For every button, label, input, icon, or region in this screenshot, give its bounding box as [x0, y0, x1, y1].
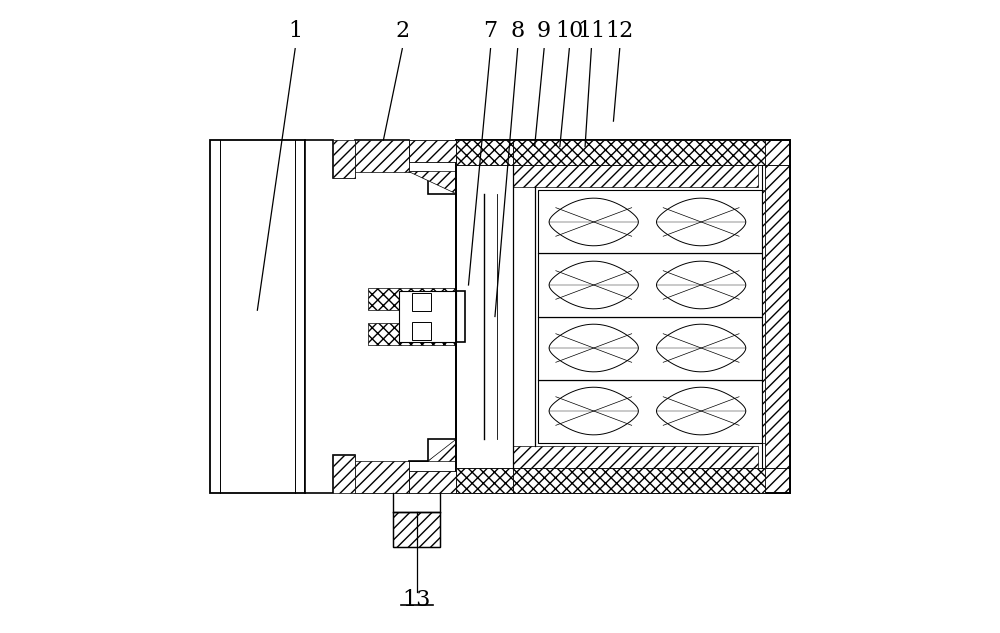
Bar: [412, 292, 431, 311]
Bar: [393, 512, 440, 546]
Bar: [399, 291, 456, 342]
Bar: [513, 140, 765, 165]
Bar: [765, 165, 790, 468]
Bar: [393, 512, 440, 546]
Bar: [333, 140, 355, 178]
Bar: [333, 455, 355, 493]
Bar: [355, 461, 409, 493]
Bar: [368, 288, 456, 310]
Bar: [538, 380, 762, 442]
Bar: [456, 468, 513, 493]
Text: 9: 9: [537, 20, 551, 42]
Text: 10: 10: [555, 20, 584, 42]
Text: 13: 13: [403, 589, 431, 611]
Text: 7: 7: [483, 20, 498, 42]
Bar: [412, 322, 431, 341]
Bar: [538, 191, 762, 253]
Polygon shape: [409, 172, 456, 194]
Bar: [456, 140, 513, 165]
Text: 12: 12: [606, 20, 634, 42]
Bar: [513, 165, 758, 187]
Bar: [409, 471, 456, 493]
Polygon shape: [549, 198, 638, 246]
Polygon shape: [657, 198, 746, 246]
Bar: [210, 140, 305, 493]
Polygon shape: [657, 324, 746, 372]
Bar: [456, 140, 790, 165]
Text: 2: 2: [395, 20, 409, 42]
Bar: [513, 446, 758, 468]
Polygon shape: [549, 324, 638, 372]
Polygon shape: [657, 387, 746, 435]
Bar: [513, 468, 765, 493]
Bar: [368, 323, 456, 345]
Bar: [456, 140, 790, 493]
Polygon shape: [305, 140, 465, 493]
Text: 11: 11: [577, 20, 606, 42]
Bar: [538, 253, 762, 316]
Bar: [355, 140, 409, 172]
Bar: [538, 316, 762, 380]
Text: 1: 1: [288, 20, 302, 42]
Bar: [456, 468, 790, 493]
Text: 8: 8: [511, 20, 525, 42]
Polygon shape: [549, 261, 638, 309]
Polygon shape: [549, 387, 638, 435]
Polygon shape: [657, 261, 746, 309]
Polygon shape: [409, 439, 456, 461]
Bar: [409, 140, 456, 162]
Bar: [762, 191, 765, 442]
